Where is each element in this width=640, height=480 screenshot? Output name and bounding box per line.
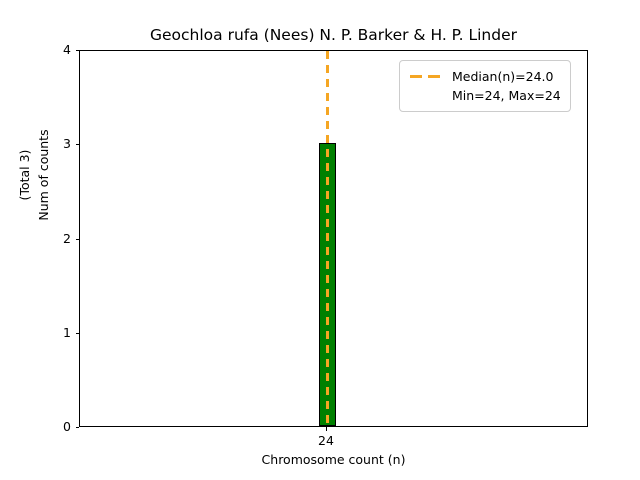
y-tick-mark bbox=[75, 144, 79, 146]
chart-legend: Median(n)=24.0 Min=24, Max=24 bbox=[399, 60, 571, 112]
y-tick-mark bbox=[75, 427, 79, 428]
legend-label-minmax: Min=24, Max=24 bbox=[452, 88, 561, 103]
y-tick-label: 1 bbox=[63, 324, 71, 340]
dashed-line-icon bbox=[409, 67, 443, 86]
legend-label-median: Median(n)=24.0 bbox=[452, 69, 554, 84]
legend-entry-minmax: Min=24, Max=24 bbox=[409, 86, 561, 105]
y-tick-mark bbox=[75, 332, 79, 334]
x-tick-mark bbox=[326, 427, 327, 431]
y-tick-label: 2 bbox=[63, 230, 71, 246]
x-tick-label: 24 bbox=[318, 433, 334, 448]
y-tick-mark bbox=[75, 238, 79, 240]
y-axis-label: (Total 3) Num of counts bbox=[15, 0, 53, 360]
y-tick-label: 0 bbox=[63, 419, 71, 434]
y-tick-label: 3 bbox=[63, 136, 71, 152]
y-tick-label: 4 bbox=[63, 42, 71, 57]
plot-area: Median(n)=24.0 Min=24, Max=24 bbox=[79, 50, 588, 428]
median-line bbox=[326, 51, 329, 428]
legend-blank-icon bbox=[409, 86, 443, 105]
legend-entry-median: Median(n)=24.0 bbox=[409, 67, 561, 86]
y-axis-label-line-2: (Total 3) bbox=[17, 149, 32, 201]
x-axis-label: Chromosome count (n) bbox=[261, 452, 406, 467]
y-tick-mark bbox=[75, 50, 79, 51]
y-axis-label-line-1: Num of counts bbox=[36, 129, 51, 221]
chart-title: Geochloa rufa (Nees) N. P. Barker & H. P… bbox=[150, 26, 517, 44]
